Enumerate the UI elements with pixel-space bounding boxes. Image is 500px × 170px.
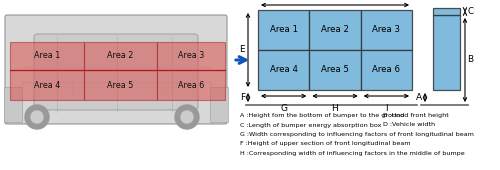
- Text: F: F: [240, 93, 245, 102]
- Text: Area 1: Area 1: [270, 26, 297, 35]
- Bar: [84, 42, 157, 70]
- Text: Area 6: Area 6: [178, 81, 204, 89]
- Bar: [360, 10, 412, 50]
- Text: Area 6: Area 6: [372, 65, 400, 74]
- Bar: [84, 70, 157, 100]
- Text: G :Width corresponding to influencing factors of front longitudinal beam: G :Width corresponding to influencing fa…: [240, 132, 474, 137]
- Bar: [433, 8, 460, 15]
- Circle shape: [181, 111, 193, 123]
- Bar: [157, 42, 225, 70]
- Bar: [310, 10, 360, 50]
- Text: C: C: [467, 7, 473, 16]
- Bar: [360, 50, 412, 90]
- FancyBboxPatch shape: [5, 15, 227, 124]
- Bar: [10, 42, 84, 70]
- Text: F :Height of upper section of front longitudinal beam: F :Height of upper section of front long…: [240, 141, 410, 147]
- Text: D: D: [332, 0, 338, 2]
- Bar: [258, 50, 310, 90]
- Text: Area 5: Area 5: [321, 65, 349, 74]
- Bar: [310, 50, 360, 90]
- Text: Area 3: Area 3: [178, 52, 204, 61]
- FancyBboxPatch shape: [34, 34, 198, 110]
- Bar: [210, 87, 228, 122]
- Text: A: A: [416, 93, 422, 102]
- Text: Area 1: Area 1: [34, 52, 60, 61]
- Text: A :Height fom the bottom of bumper to the ground: A :Height fom the bottom of bumper to th…: [240, 113, 404, 118]
- Circle shape: [25, 105, 49, 129]
- Text: D :Vehicle width: D :Vehicle width: [383, 123, 435, 128]
- Circle shape: [175, 105, 199, 129]
- Bar: [4, 87, 22, 122]
- Text: Area 2: Area 2: [108, 52, 134, 61]
- Bar: [258, 10, 310, 50]
- Circle shape: [31, 111, 43, 123]
- Text: Area 4: Area 4: [270, 65, 297, 74]
- Text: G: G: [280, 104, 287, 113]
- Text: B :Hood front height: B :Hood front height: [383, 113, 449, 118]
- Text: Area 2: Area 2: [321, 26, 349, 35]
- Text: H: H: [332, 104, 338, 113]
- Text: E: E: [240, 46, 245, 55]
- Text: B: B: [467, 55, 473, 64]
- Text: Area 5: Area 5: [108, 81, 134, 89]
- Text: I: I: [385, 104, 388, 113]
- Bar: [433, 15, 460, 90]
- Text: Area 3: Area 3: [372, 26, 400, 35]
- Bar: [10, 70, 84, 100]
- Text: H :Corresponding width of influencing factors in the middle of bumpe: H :Corresponding width of influencing fa…: [240, 151, 465, 156]
- Bar: [157, 70, 225, 100]
- Text: Area 4: Area 4: [34, 81, 60, 89]
- Text: C :Length of bumper energy absorption box: C :Length of bumper energy absorption bo…: [240, 123, 382, 128]
